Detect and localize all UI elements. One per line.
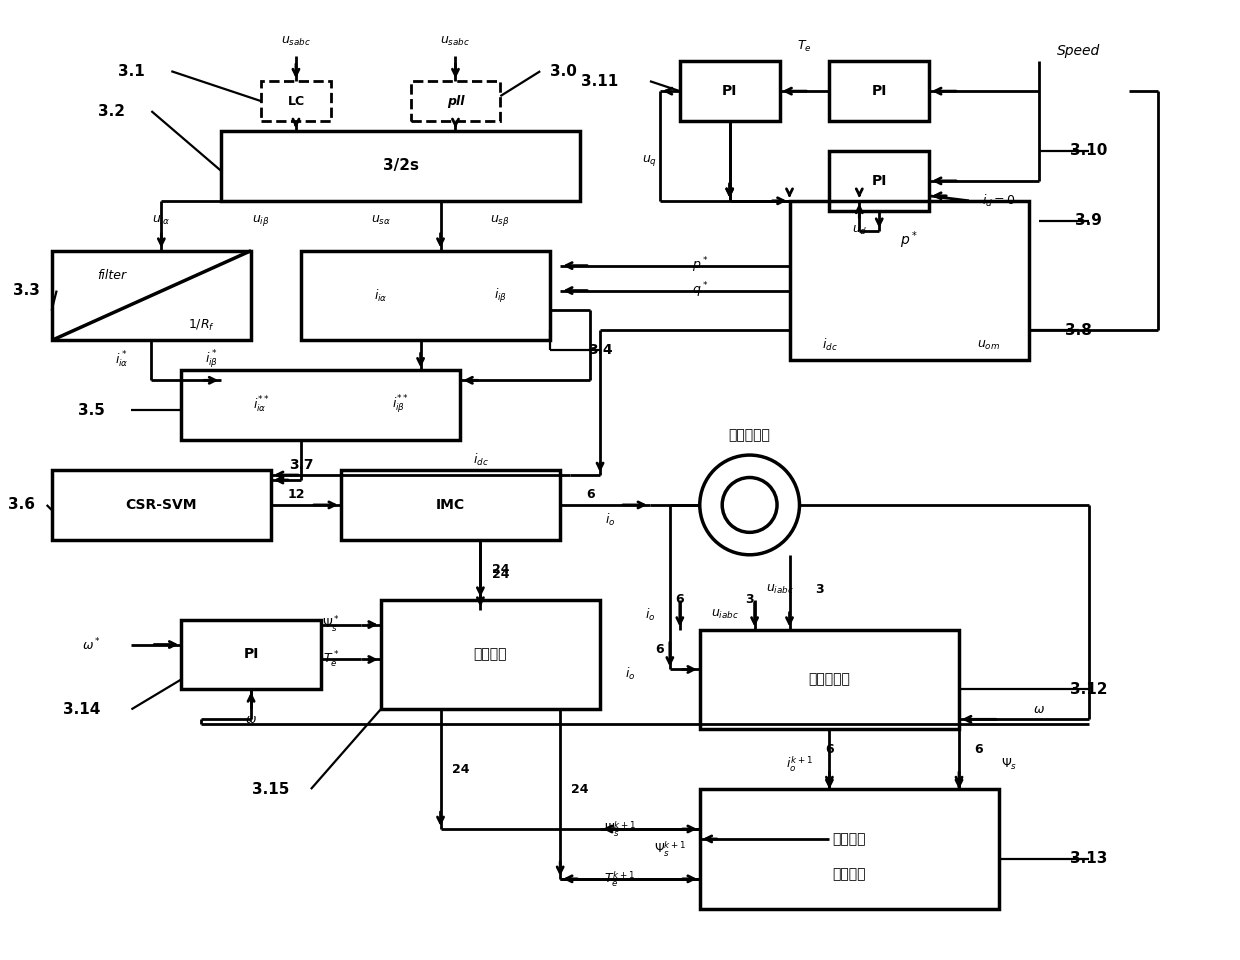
Text: 预测控制: 预测控制 (832, 867, 866, 881)
Bar (341, 470, 560, 540)
Text: $i^{**}_{i\beta}$: $i^{**}_{i\beta}$ (392, 395, 409, 417)
Text: PI: PI (243, 647, 259, 661)
Text: $1/R_f$: $1/R_f$ (187, 318, 215, 333)
Text: LC: LC (288, 95, 305, 108)
Text: IMC: IMC (436, 498, 465, 512)
Text: $\Psi_s^{k+1}$: $\Psi_s^{k+1}$ (653, 839, 686, 858)
Text: 3.12: 3.12 (1070, 682, 1107, 697)
Text: 3.11: 3.11 (582, 74, 619, 88)
Text: $T_e^*$: $T_e^*$ (322, 649, 339, 669)
Bar (699, 630, 959, 730)
Text: 3.5: 3.5 (78, 402, 105, 418)
Text: $i_o^{k+1}$: $i_o^{k+1}$ (786, 755, 813, 774)
Text: $p^*$: $p^*$ (900, 229, 918, 252)
Text: 3.4: 3.4 (588, 344, 613, 357)
Text: $\omega$: $\omega$ (1033, 703, 1045, 716)
Text: 3.7: 3.7 (289, 458, 314, 472)
Bar (830, 61, 929, 121)
Text: 24: 24 (491, 564, 510, 576)
Bar (181, 619, 321, 689)
Text: $u_q$: $u_q$ (642, 154, 657, 168)
Text: pll: pll (446, 95, 464, 108)
Text: 3/2s: 3/2s (383, 158, 419, 174)
Text: 3.9: 3.9 (1075, 213, 1102, 228)
Text: $u_{iabc}$: $u_{iabc}$ (711, 608, 739, 621)
Text: $i_o$: $i_o$ (605, 512, 615, 528)
Text: $i_{dc}$: $i_{dc}$ (472, 452, 489, 468)
Text: 6: 6 (825, 743, 833, 756)
Text: 6: 6 (585, 489, 594, 501)
Text: $\omega$: $\omega$ (246, 713, 257, 726)
Text: $\Psi_s$: $\Psi_s$ (1001, 756, 1017, 772)
Text: $i_d=0$: $i_d=0$ (982, 193, 1016, 209)
Text: 6: 6 (656, 643, 665, 656)
Text: filter: filter (97, 269, 126, 282)
Text: 磁链转矩: 磁链转矩 (832, 832, 866, 846)
Text: 24: 24 (491, 568, 510, 581)
Text: $i_o$: $i_o$ (645, 607, 655, 623)
Text: $u_{s\alpha}$: $u_{s\alpha}$ (371, 214, 391, 228)
Text: 24: 24 (572, 782, 589, 796)
Text: 3: 3 (815, 583, 823, 596)
Text: $i_{i\alpha}$: $i_{i\alpha}$ (374, 287, 387, 303)
Text: 24: 24 (451, 762, 469, 776)
Text: $i^*_{i\alpha}$: $i^*_{i\alpha}$ (114, 350, 128, 371)
Text: $u_{sabc}$: $u_{sabc}$ (281, 35, 311, 48)
Bar (181, 371, 460, 440)
Text: 6: 6 (975, 743, 983, 756)
Text: $u_{s\beta}$: $u_{s\beta}$ (491, 213, 510, 228)
Text: 价值函数: 价值函数 (474, 647, 507, 661)
Text: CSR-SVM: CSR-SVM (125, 498, 197, 512)
Text: $\omega^*$: $\omega^*$ (82, 636, 100, 653)
Bar (830, 151, 929, 211)
Text: 3: 3 (745, 593, 754, 606)
Text: $i_{i\beta}$: $i_{i\beta}$ (494, 286, 507, 304)
Bar (221, 131, 580, 201)
Text: PI: PI (872, 174, 887, 188)
Text: 3.3: 3.3 (14, 283, 40, 298)
Bar (301, 251, 551, 341)
Text: Speed: Speed (1056, 44, 1100, 59)
Text: $u_{om}$: $u_{om}$ (977, 339, 1001, 352)
Text: $i_o$: $i_o$ (625, 666, 635, 683)
Text: $p^*$: $p^*$ (692, 255, 708, 276)
Bar (381, 600, 600, 709)
Bar (52, 470, 272, 540)
Text: 磁链观测器: 磁链观测器 (808, 672, 851, 686)
Text: $u_{sabc}$: $u_{sabc}$ (440, 35, 470, 48)
Text: $T_e$: $T_e$ (797, 38, 812, 54)
Bar (790, 201, 1029, 360)
Text: 3.6: 3.6 (9, 497, 35, 513)
Bar (699, 789, 999, 909)
Text: $q^*$: $q^*$ (692, 280, 708, 300)
Text: $u_d$: $u_d$ (852, 225, 867, 237)
Text: PI: PI (722, 84, 738, 98)
Text: $i^{**}_{i\alpha}$: $i^{**}_{i\alpha}$ (253, 396, 269, 416)
Text: $i^*_{i\beta}$: $i^*_{i\beta}$ (205, 349, 218, 372)
Text: 3.10: 3.10 (1070, 143, 1107, 158)
Text: $u_{i\beta}$: $u_{i\beta}$ (252, 213, 270, 228)
Bar (52, 251, 250, 341)
Text: 3.1: 3.1 (118, 63, 145, 79)
Bar (410, 82, 501, 121)
Text: $i_{dc}$: $i_{dc}$ (822, 337, 837, 353)
Bar (262, 82, 331, 121)
Text: 6: 6 (676, 593, 684, 606)
Text: $\Psi_s^{k+1}$: $\Psi_s^{k+1}$ (604, 819, 636, 839)
Text: 3.8: 3.8 (1065, 323, 1092, 338)
Bar (680, 61, 780, 121)
Text: $\Psi_s^*$: $\Psi_s^*$ (322, 614, 340, 635)
Text: 3.14: 3.14 (63, 702, 100, 717)
Text: $T_e^{k+1}$: $T_e^{k+1}$ (604, 869, 636, 889)
Text: 3.15: 3.15 (252, 781, 290, 797)
Text: $u_{iabc}$: $u_{iabc}$ (765, 583, 794, 596)
Text: PI: PI (872, 84, 887, 98)
Text: 3.13: 3.13 (1070, 852, 1107, 867)
Text: 3.2: 3.2 (98, 104, 125, 119)
Text: 3.0: 3.0 (551, 63, 577, 79)
Text: 12: 12 (288, 489, 305, 501)
Text: 双三相电机: 双三相电机 (729, 428, 770, 443)
Text: $u_{i\alpha}$: $u_{i\alpha}$ (153, 214, 170, 228)
